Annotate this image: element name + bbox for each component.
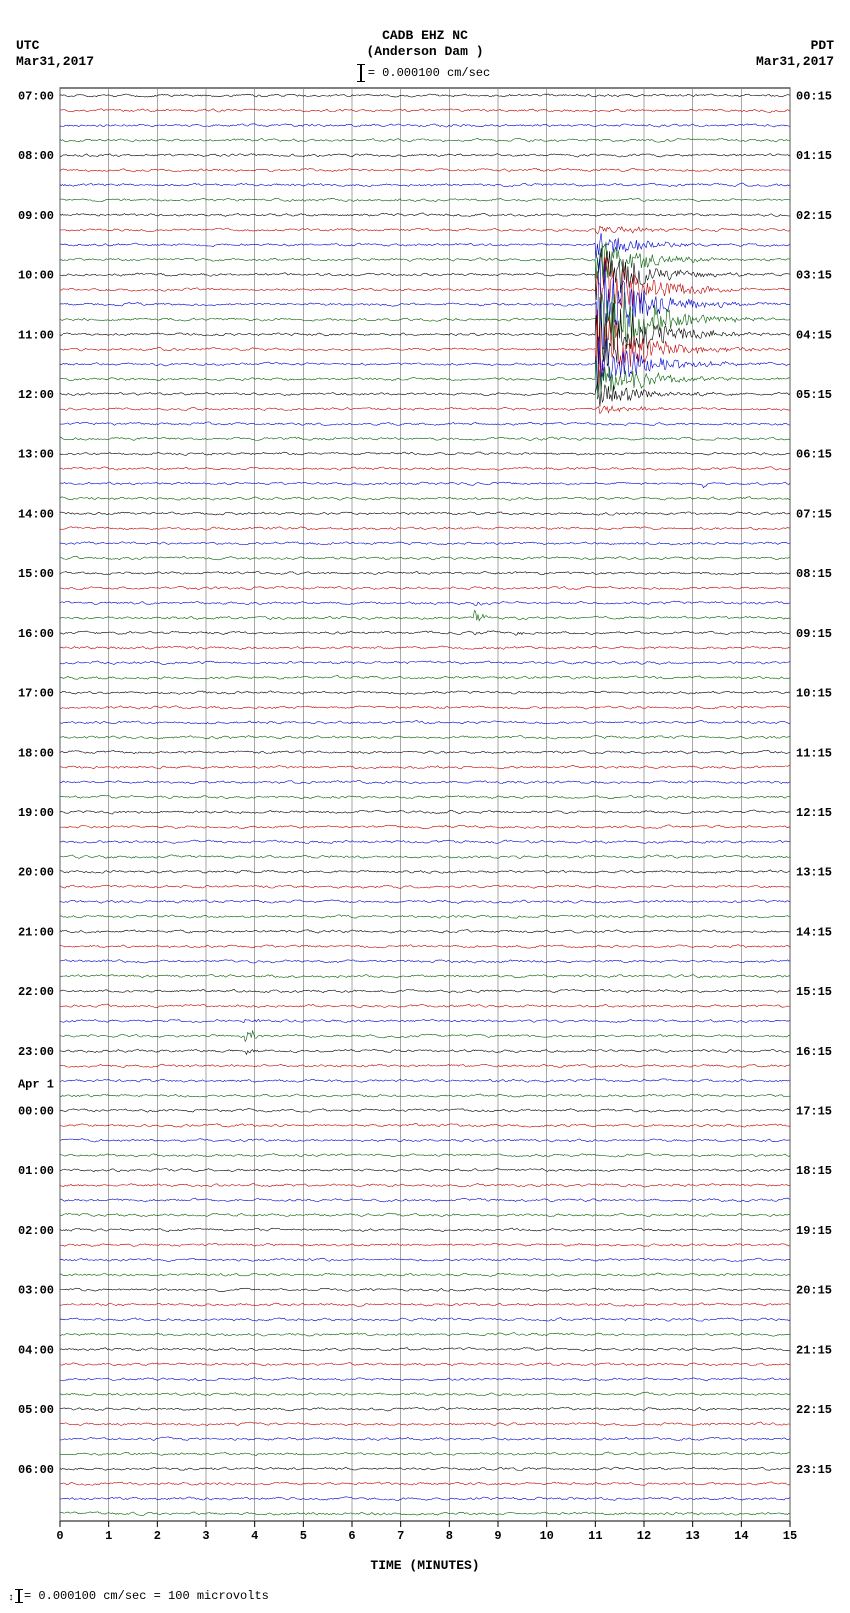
svg-text:Apr 1: Apr 1 (18, 1078, 54, 1092)
svg-text:10:15: 10:15 (796, 687, 832, 701)
svg-text:01:00: 01:00 (18, 1164, 54, 1178)
svg-text:11:00: 11:00 (18, 328, 54, 342)
svg-text:14:15: 14:15 (796, 925, 832, 939)
svg-text:08:15: 08:15 (796, 567, 832, 581)
svg-text:10:00: 10:00 (18, 269, 54, 283)
svg-text:14: 14 (734, 1529, 748, 1543)
svg-text:00:15: 00:15 (796, 89, 832, 103)
svg-text:14:00: 14:00 (18, 507, 54, 521)
svg-text:06:00: 06:00 (18, 1463, 54, 1477)
footer-text: = 0.000100 cm/sec = 100 microvolts (24, 1589, 269, 1603)
svg-text:18:00: 18:00 (18, 746, 54, 760)
svg-text:3: 3 (202, 1529, 209, 1543)
svg-text:03:00: 03:00 (18, 1284, 54, 1298)
svg-text:4: 4 (251, 1529, 258, 1543)
svg-text:16:15: 16:15 (796, 1045, 832, 1059)
svg-text:19:15: 19:15 (796, 1224, 832, 1238)
seismogram-page: UTC Mar31,2017 PDT Mar31,2017 CADB EHZ N… (0, 0, 850, 1613)
svg-text:05:00: 05:00 (18, 1403, 54, 1417)
svg-text:17:00: 17:00 (18, 687, 54, 701)
svg-text:13: 13 (685, 1529, 699, 1543)
svg-text:22:15: 22:15 (796, 1403, 832, 1417)
svg-text:07:00: 07:00 (18, 89, 54, 103)
svg-text:09:00: 09:00 (18, 209, 54, 223)
svg-text:7: 7 (397, 1529, 404, 1543)
svg-text:12:15: 12:15 (796, 806, 832, 820)
scale-text: = 0.000100 cm/sec (368, 66, 490, 80)
svg-text:9: 9 (494, 1529, 501, 1543)
svg-text:5: 5 (300, 1529, 307, 1543)
seismogram-svg: 012345678910111213141507:0008:0009:0010:… (60, 85, 790, 1543)
svg-text:0: 0 (56, 1529, 63, 1543)
svg-text:15: 15 (783, 1529, 797, 1543)
svg-text:11:15: 11:15 (796, 746, 832, 760)
svg-text:2: 2 (154, 1529, 161, 1543)
svg-text:11: 11 (588, 1529, 602, 1543)
footer-scale: ↕ = 0.000100 cm/sec = 100 microvolts (8, 1589, 269, 1603)
seismogram-plot: 012345678910111213141507:0008:0009:0010:… (60, 85, 790, 1543)
chart-header: CADB EHZ NC (Anderson Dam ) (0, 28, 850, 59)
svg-text:19:00: 19:00 (18, 806, 54, 820)
svg-text:8: 8 (446, 1529, 453, 1543)
svg-text:21:15: 21:15 (796, 1343, 832, 1357)
svg-text:21:00: 21:00 (18, 925, 54, 939)
svg-text:20:15: 20:15 (796, 1284, 832, 1298)
svg-text:1: 1 (105, 1529, 112, 1543)
svg-text:10: 10 (539, 1529, 553, 1543)
station-name: (Anderson Dam ) (0, 44, 850, 60)
svg-text:13:00: 13:00 (18, 448, 54, 462)
svg-text:12: 12 (637, 1529, 651, 1543)
svg-text:06:15: 06:15 (796, 448, 832, 462)
svg-text:15:15: 15:15 (796, 985, 832, 999)
svg-text:20:00: 20:00 (18, 866, 54, 880)
svg-text:16:00: 16:00 (18, 627, 54, 641)
svg-text:02:15: 02:15 (796, 209, 832, 223)
footer-marker: ↕ (8, 1593, 14, 1604)
svg-text:08:00: 08:00 (18, 149, 54, 163)
svg-text:23:15: 23:15 (796, 1463, 832, 1477)
svg-text:03:15: 03:15 (796, 269, 832, 283)
svg-text:18:15: 18:15 (796, 1164, 832, 1178)
x-axis-label: TIME (MINUTES) (0, 1558, 850, 1573)
svg-text:6: 6 (348, 1529, 355, 1543)
svg-text:22:00: 22:00 (18, 985, 54, 999)
scale-bar-icon (18, 1589, 20, 1603)
svg-text:12:00: 12:00 (18, 388, 54, 402)
scale-bar-icon (360, 64, 362, 82)
svg-text:05:15: 05:15 (796, 388, 832, 402)
svg-text:00:00: 00:00 (18, 1105, 54, 1119)
svg-text:15:00: 15:00 (18, 567, 54, 581)
svg-text:17:15: 17:15 (796, 1105, 832, 1119)
svg-text:07:15: 07:15 (796, 507, 832, 521)
svg-text:13:15: 13:15 (796, 866, 832, 880)
amplitude-scale: = 0.000100 cm/sec (0, 64, 850, 82)
svg-text:01:15: 01:15 (796, 149, 832, 163)
svg-text:23:00: 23:00 (18, 1045, 54, 1059)
station-code: CADB EHZ NC (0, 28, 850, 44)
svg-text:09:15: 09:15 (796, 627, 832, 641)
svg-text:02:00: 02:00 (18, 1224, 54, 1238)
svg-text:04:00: 04:00 (18, 1343, 54, 1357)
svg-text:04:15: 04:15 (796, 328, 832, 342)
